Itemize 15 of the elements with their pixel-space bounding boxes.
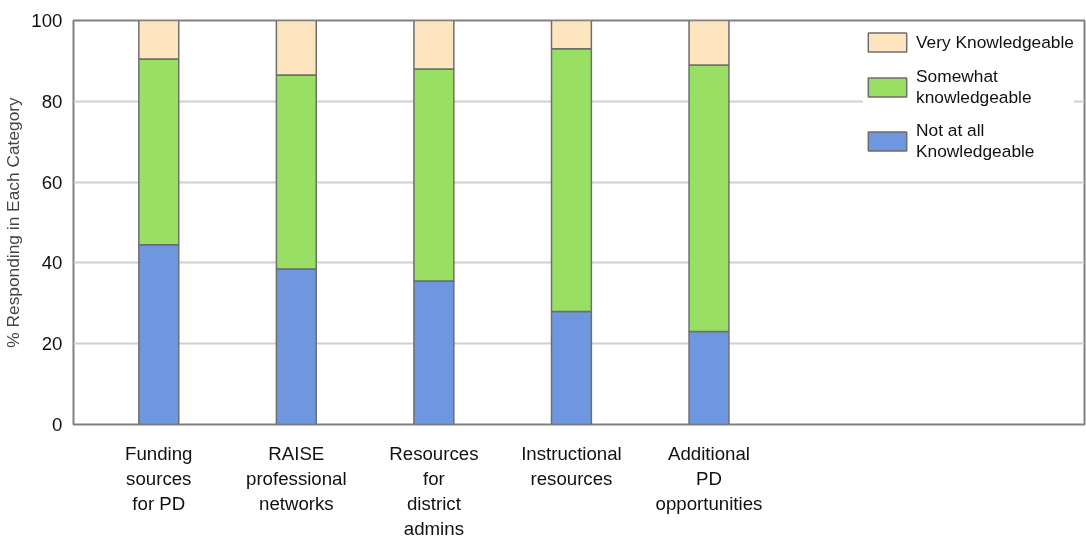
y-tick-label: 40 bbox=[41, 252, 63, 274]
x-tick-label: Funding sources for PD bbox=[125, 442, 193, 514]
x-tick-label: RAISE professional networks bbox=[246, 442, 347, 514]
y-tick-label: 80 bbox=[41, 90, 63, 112]
y-tick-label: 0 bbox=[52, 414, 63, 435]
x-tick-label: Additional PD opportunities bbox=[655, 442, 763, 514]
y-tick-label: 100 bbox=[31, 10, 63, 31]
legend-label: Very Knowledgeable bbox=[916, 31, 1074, 53]
y-axis-title: % Responding in Each Category bbox=[3, 96, 24, 348]
y-tick-label: 20 bbox=[41, 333, 63, 355]
y-tick-label: 60 bbox=[41, 171, 63, 193]
legend-label: Not at all Knowledgeable bbox=[916, 120, 1035, 162]
x-tick-label: Resources for district admins bbox=[389, 442, 479, 540]
x-tick-label: Instructional resources bbox=[521, 442, 622, 489]
legend-label: Somewhat knowledgeable bbox=[916, 66, 1032, 108]
